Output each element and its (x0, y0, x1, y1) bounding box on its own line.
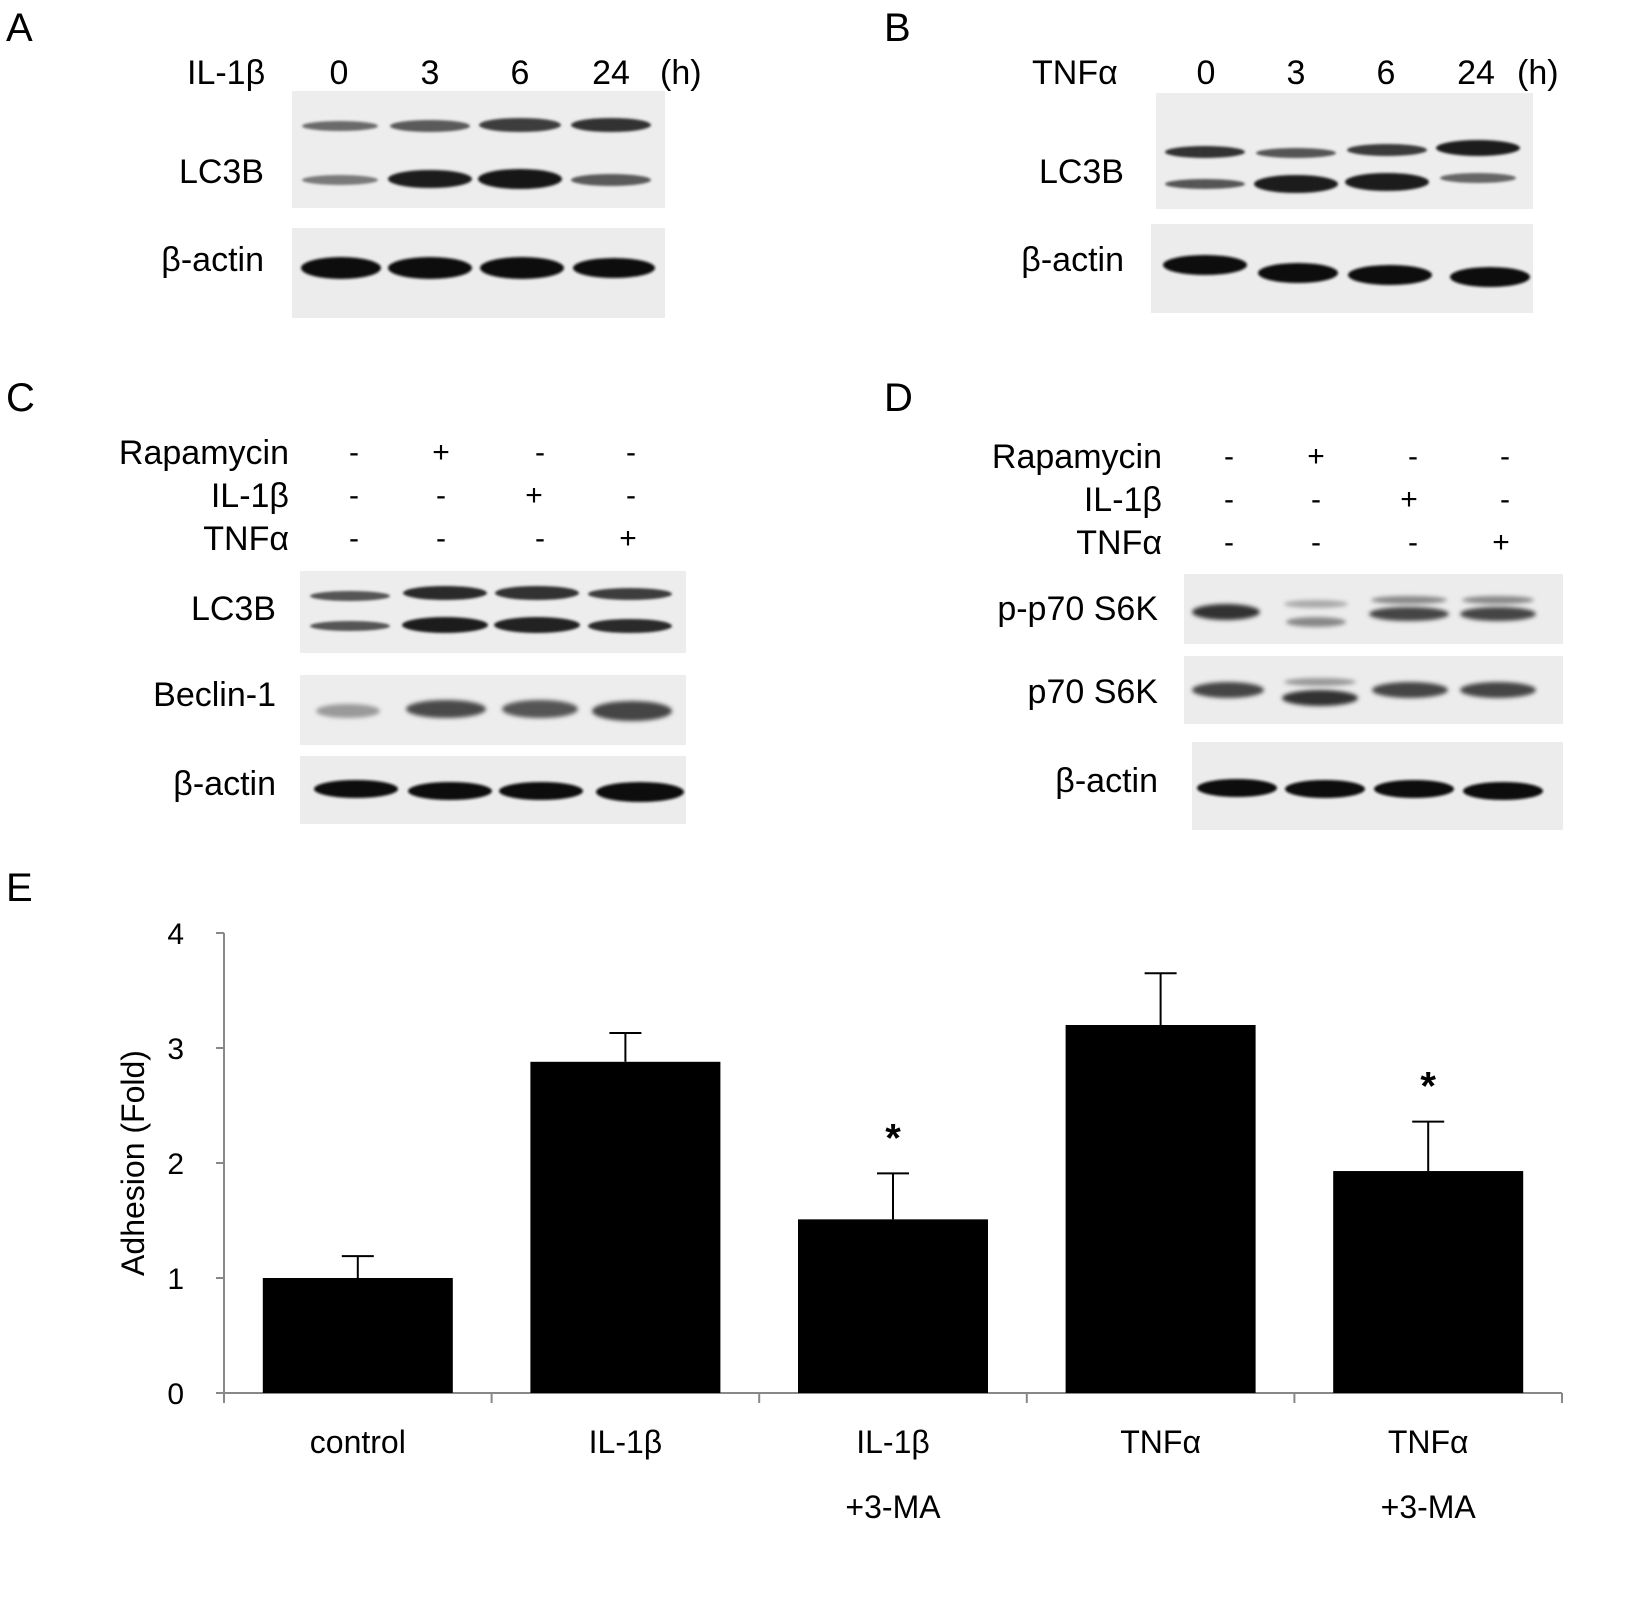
blot-label: β-actin (1055, 762, 1158, 800)
panel-a-treatment: IL-1β (187, 54, 266, 92)
condition-sign: - (1408, 526, 1418, 559)
blot-label: β-actin (173, 765, 276, 803)
panel-b-timepoint: 24 (1457, 54, 1495, 92)
y-tick-label: 1 (167, 1263, 184, 1296)
condition-sign: - (349, 436, 359, 469)
bar (530, 1061, 721, 1393)
bar (262, 1278, 453, 1393)
blot-label: LC3B (178, 153, 264, 191)
condition-label: TNFα (203, 520, 289, 558)
condition-sign: + (1307, 440, 1325, 473)
bar (1333, 1171, 1524, 1393)
panel-b-timepoint: 0 (1196, 54, 1216, 92)
condition-sign: + (1492, 526, 1510, 559)
panel-a-timepoint: 0 (329, 54, 349, 92)
category-label: TNFα (1120, 1424, 1201, 1460)
condition-sign: - (1500, 483, 1510, 516)
blot-label: β-actin (1021, 241, 1124, 279)
category-label-line2: +3-MA (845, 1489, 941, 1525)
condition-label: Rapamycin (991, 438, 1162, 476)
condition-sign: - (1224, 483, 1234, 516)
blot-label: Beclin-1 (153, 676, 276, 714)
condition-label: IL-1β (1083, 481, 1162, 519)
panel-letter-a: A (6, 6, 33, 50)
blot-label: β-actin (161, 241, 264, 279)
condition-sign: - (1408, 440, 1418, 473)
significance-marker: * (885, 1116, 901, 1160)
y-tick-label: 0 (167, 1378, 184, 1411)
panel-a-unit: (h) (660, 54, 702, 92)
significance-marker: * (1420, 1065, 1436, 1109)
condition-label: Rapamycin (118, 434, 289, 472)
panel-b-treatment: TNFα (1032, 54, 1118, 92)
condition-sign: - (1224, 526, 1234, 559)
condition-sign: - (1311, 526, 1321, 559)
condition-label: TNFα (1076, 524, 1162, 562)
blot-label: p70 S6K (1027, 673, 1158, 711)
y-tick-label: 3 (167, 1033, 184, 1066)
condition-sign: - (1500, 440, 1510, 473)
panel-letter-d: D (884, 376, 913, 420)
condition-sign: + (619, 522, 637, 555)
condition-sign: + (525, 479, 543, 512)
blot-c-actin (300, 756, 686, 824)
panel-a-timepoint: 24 (592, 54, 630, 92)
blot-label: p-p70 S6K (997, 590, 1158, 628)
category-label: TNFα (1388, 1424, 1469, 1460)
condition-sign: - (1224, 440, 1234, 473)
blot-c-beclin (300, 675, 686, 745)
panel-b-unit: (h) (1517, 54, 1559, 92)
condition-sign: - (626, 479, 636, 512)
blot-c-lc3b (300, 571, 686, 653)
condition-sign: - (349, 479, 359, 512)
panel-b-timepoint: 6 (1376, 54, 1396, 92)
bar (798, 1219, 988, 1393)
y-tick-label: 2 (167, 1148, 184, 1181)
y-axis-label: Adhesion (Fold) (115, 1050, 151, 1276)
condition-sign: - (535, 522, 545, 555)
panel-letter-e: E (6, 866, 33, 910)
panel-b-timepoint: 3 (1286, 54, 1306, 92)
panel-a-timepoint: 6 (510, 54, 530, 92)
condition-sign: - (535, 436, 545, 469)
condition-sign: - (349, 522, 359, 555)
condition-sign: - (436, 522, 446, 555)
condition-label: IL-1β (210, 477, 289, 515)
blot-d-actin (1192, 742, 1563, 830)
condition-sign: + (1400, 483, 1418, 516)
panel-letter-b: B (884, 6, 911, 50)
blot-b-actin (1151, 224, 1533, 313)
blot-a-lc3b (292, 91, 665, 208)
condition-sign: - (626, 436, 636, 469)
condition-sign: + (432, 436, 450, 469)
blot-d-pp70 (1184, 574, 1563, 644)
western-blot-images (292, 91, 1563, 830)
panel-a-timepoint: 3 (420, 54, 440, 92)
blot-a-actin (292, 228, 665, 318)
blot-label: LC3B (190, 590, 276, 628)
category-label: IL-1β (856, 1424, 930, 1460)
category-label-line2: +3-MA (1381, 1489, 1477, 1525)
panel-letter-c: C (6, 376, 35, 420)
y-tick-label: 4 (167, 918, 184, 951)
category-label: control (310, 1424, 406, 1460)
blot-b-lc3b (1156, 93, 1533, 209)
condition-sign: - (1311, 483, 1321, 516)
blot-label: LC3B (1038, 153, 1124, 191)
category-label: IL-1β (589, 1424, 663, 1460)
condition-sign: - (436, 479, 446, 512)
blot-d-p70 (1184, 656, 1563, 724)
bar (1065, 1025, 1256, 1393)
